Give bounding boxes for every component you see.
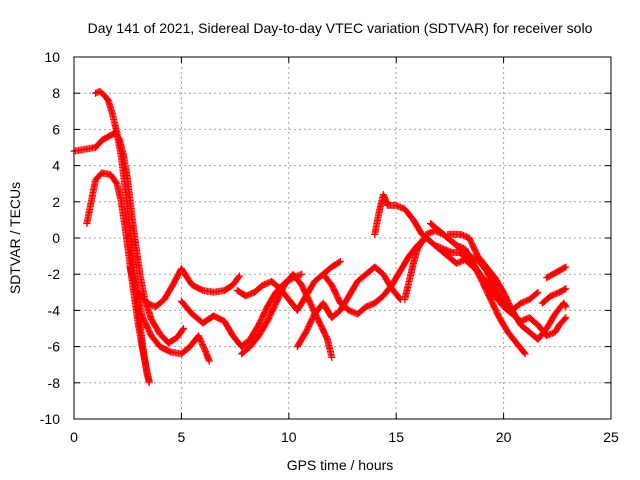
chart-title: Day 141 of 2021, Sidereal Day-to-day VTE…	[88, 20, 593, 36]
x-tick-label: 20	[496, 429, 512, 445]
y-tick-label: 8	[52, 85, 60, 101]
y-tick-labels: -10 -8 -6 -4 -2 0 2 4 6 8 10	[40, 49, 60, 427]
y-tick-label: 0	[52, 230, 60, 246]
series-track-10	[319, 234, 430, 318]
y-tick-label: 4	[52, 158, 60, 174]
x-tick-label: 5	[178, 429, 186, 445]
point-markers	[444, 230, 570, 343]
x-tick-label: 25	[603, 429, 619, 445]
point-markers	[126, 263, 213, 365]
series-track-16	[538, 285, 570, 307]
series-track-17	[543, 263, 570, 282]
y-axis-label: SDTVAR / TECUs	[7, 182, 23, 294]
y-tick-label: -4	[48, 302, 61, 318]
y-tick-label: -6	[48, 339, 61, 355]
y-tick-label: -2	[48, 266, 61, 282]
series-track-15	[444, 230, 570, 343]
y-tick-label: 10	[44, 49, 60, 65]
x-tick-label: 10	[281, 429, 297, 445]
series-track-8	[238, 270, 336, 361]
point-markers	[238, 270, 336, 361]
y-tick-label: 6	[52, 121, 60, 137]
point-markers	[543, 263, 570, 282]
point-markers	[293, 263, 404, 351]
point-markers	[427, 220, 529, 358]
grid	[74, 57, 611, 419]
x-tick-label: 0	[70, 429, 78, 445]
point-markers	[538, 285, 570, 307]
x-tick-labels: 0 5 10 15 20 25	[70, 429, 619, 445]
y-tick-label: -8	[48, 375, 61, 391]
series-track-14	[431, 241, 570, 340]
point-markers	[83, 169, 153, 385]
series-track-13	[427, 220, 529, 358]
point-markers	[431, 241, 570, 340]
series-track-9	[293, 263, 404, 351]
point-markers	[319, 234, 430, 318]
data-points	[70, 87, 570, 387]
y-tick-label: 2	[52, 194, 60, 210]
x-tick-label: 15	[388, 429, 404, 445]
axis-ticks	[73, 56, 612, 420]
series-track-3	[83, 169, 153, 385]
series-track-4	[126, 263, 213, 365]
series-track-5	[134, 265, 243, 311]
point-markers	[134, 265, 243, 311]
x-axis-label: GPS time / hours	[287, 457, 394, 473]
y-tick-label: -10	[40, 411, 60, 427]
